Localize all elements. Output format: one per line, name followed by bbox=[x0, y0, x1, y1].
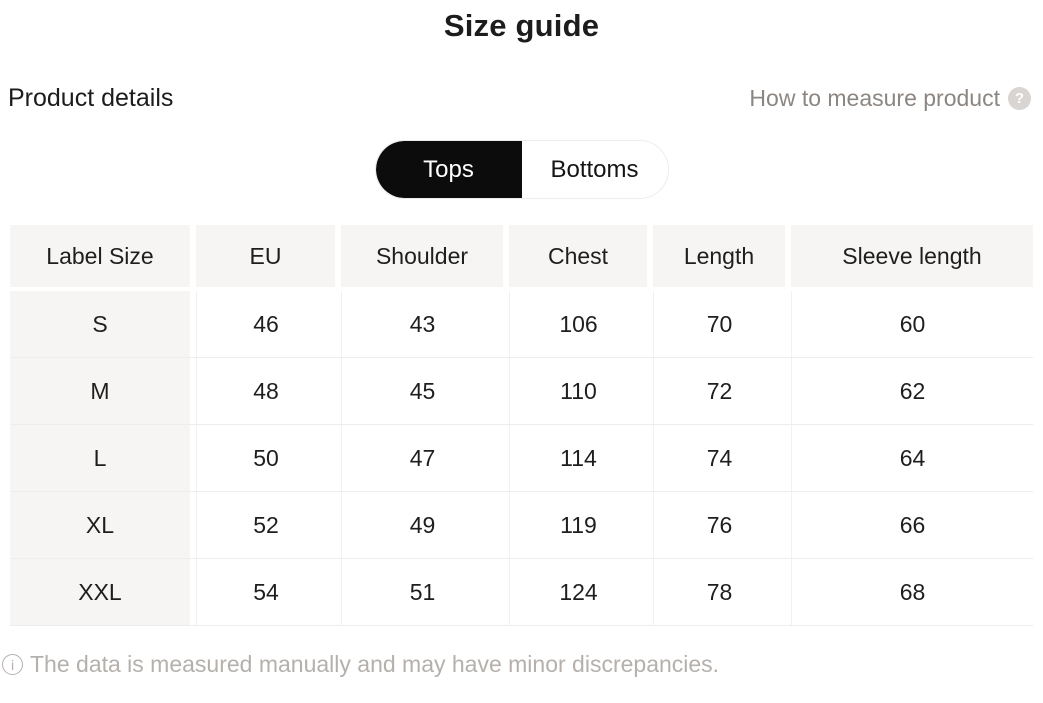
tab-bottoms[interactable]: Bottoms bbox=[521, 141, 668, 198]
section-title: Product details bbox=[8, 84, 174, 112]
size-table: Label Size EU Shoulder Chest Length Slee… bbox=[10, 225, 1033, 626]
cell-eu: 48 bbox=[196, 358, 335, 424]
table-row-m: M 48 45 110 72 62 bbox=[10, 358, 1033, 425]
cell-shoulder: 49 bbox=[341, 492, 503, 558]
cell-length: 76 bbox=[653, 492, 785, 558]
table-row-xl: XL 52 49 119 76 66 bbox=[10, 492, 1033, 559]
cell-chest: 124 bbox=[509, 559, 647, 625]
cell-sleeve-length: 68 bbox=[791, 559, 1033, 625]
cell-length: 74 bbox=[653, 425, 785, 491]
category-toggle: Tops Bottoms bbox=[374, 140, 669, 199]
cell-length: 78 bbox=[653, 559, 785, 625]
header-cell-chest: Chest bbox=[509, 225, 647, 287]
cell-chest: 110 bbox=[509, 358, 647, 424]
cell-length: 70 bbox=[653, 291, 785, 357]
how-to-measure-link[interactable]: How to measure product ? bbox=[749, 85, 1031, 112]
subheader: Product details How to measure product ? bbox=[8, 84, 1031, 113]
cell-size-label: XXL bbox=[10, 559, 190, 625]
disclaimer-text: The data is measured manually and may ha… bbox=[30, 651, 720, 677]
disclaimer: i The data is measured manually and may … bbox=[2, 651, 1043, 678]
header-cell-shoulder: Shoulder bbox=[341, 225, 503, 287]
table-row-l: L 50 47 114 74 64 bbox=[10, 425, 1033, 492]
cell-shoulder: 51 bbox=[341, 559, 503, 625]
help-question-icon[interactable]: ? bbox=[1008, 87, 1031, 110]
header-cell-eu: EU bbox=[196, 225, 335, 287]
cell-chest: 119 bbox=[509, 492, 647, 558]
table-header-row: Label Size EU Shoulder Chest Length Slee… bbox=[10, 225, 1033, 287]
header-cell-length: Length bbox=[653, 225, 785, 287]
cell-sleeve-length: 64 bbox=[791, 425, 1033, 491]
cell-sleeve-length: 60 bbox=[791, 291, 1033, 357]
cell-size-label: XL bbox=[10, 492, 190, 558]
cell-chest: 106 bbox=[509, 291, 647, 357]
cell-shoulder: 43 bbox=[341, 291, 503, 357]
category-toggle-wrap: Tops Bottoms bbox=[0, 140, 1043, 199]
cell-eu: 46 bbox=[196, 291, 335, 357]
size-guide-page: Size guide Product details How to measur… bbox=[0, 8, 1043, 703]
header-cell-label-size: Label Size bbox=[10, 225, 190, 287]
cell-eu: 54 bbox=[196, 559, 335, 625]
cell-chest: 114 bbox=[509, 425, 647, 491]
page-title: Size guide bbox=[443, 8, 600, 43]
cell-size-label: L bbox=[10, 425, 190, 491]
cell-length: 72 bbox=[653, 358, 785, 424]
table-row-s: S 46 43 106 70 60 bbox=[10, 291, 1033, 358]
cell-size-label: S bbox=[10, 291, 190, 357]
cell-eu: 50 bbox=[196, 425, 335, 491]
cell-size-label: M bbox=[10, 358, 190, 424]
cell-shoulder: 45 bbox=[341, 358, 503, 424]
cell-sleeve-length: 62 bbox=[791, 358, 1033, 424]
cell-sleeve-length: 66 bbox=[791, 492, 1033, 558]
cell-eu: 52 bbox=[196, 492, 335, 558]
info-icon: i bbox=[2, 654, 23, 675]
header-cell-sleeve-length: Sleeve length bbox=[791, 225, 1033, 287]
cell-shoulder: 47 bbox=[341, 425, 503, 491]
table-row-xxl: XXL 54 51 124 78 68 bbox=[10, 559, 1033, 626]
how-to-measure-label: How to measure product bbox=[749, 85, 1000, 111]
tab-tops[interactable]: Tops bbox=[375, 141, 522, 198]
